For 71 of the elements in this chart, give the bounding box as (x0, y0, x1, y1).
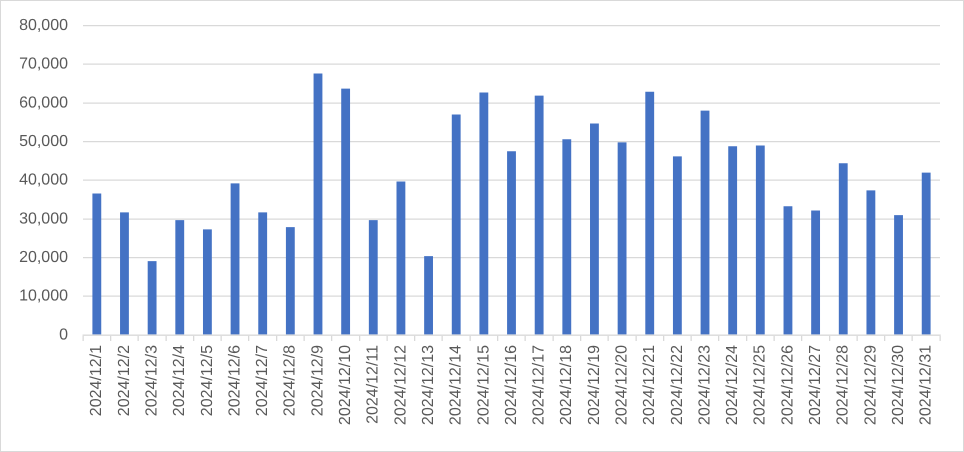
bar (645, 92, 654, 334)
y-tick-label: 70,000 (19, 56, 68, 73)
x-tick-label: 2024/12/21 (641, 344, 658, 426)
y-tick-label: 80,000 (19, 17, 68, 34)
bar (811, 210, 820, 334)
bar (894, 215, 903, 334)
y-tick-label: 10,000 (19, 288, 68, 305)
bar (728, 146, 738, 334)
bar (258, 212, 268, 334)
x-tick-label: 2024/12/16 (502, 344, 520, 426)
bar (148, 261, 157, 334)
x-tick-label: 2024/12/19 (586, 344, 603, 426)
y-tick-label: 20,000 (19, 249, 68, 266)
bar (92, 193, 102, 334)
x-tick-label: 2024/12/3 (144, 344, 161, 416)
x-tick-label: 2024/12/31 (918, 344, 935, 426)
bar (756, 145, 765, 334)
bar (838, 163, 848, 334)
x-tick-label: 2024/12/26 (779, 344, 796, 426)
x-tick-label: 2024/12/15 (475, 344, 492, 426)
bar (784, 206, 792, 334)
bar (120, 212, 129, 334)
x-tick-label: 2024/12/30 (890, 344, 907, 426)
y-tick-label: 50,000 (19, 133, 68, 150)
x-tick-label: 2024/12/9 (309, 344, 326, 416)
x-tick-label: 2024/12/17 (530, 344, 548, 426)
x-tick-label: 2024/12/1 (88, 344, 106, 416)
x-tick-label: 2024/12/13 (420, 344, 437, 426)
bar (341, 88, 350, 334)
y-tick-label: 30,000 (19, 210, 68, 228)
y-tick-label: 60,000 (19, 94, 68, 112)
x-tick-label: 2024/12/5 (198, 344, 216, 416)
bar (507, 151, 516, 334)
x-tick-label: 2024/12/6 (226, 344, 244, 416)
x-tick-label: 2024/12/24 (724, 344, 742, 426)
bar (562, 139, 572, 334)
x-tick-label: 2024/12/22 (668, 344, 686, 426)
bar (314, 74, 322, 334)
bar (452, 114, 461, 334)
x-tick-label: 2024/12/10 (337, 344, 354, 426)
x-tick-label: 2024/12/14 (448, 344, 465, 426)
bar (534, 96, 544, 334)
x-tick-label: 2024/12/29 (862, 344, 880, 426)
x-tick-label: 2024/12/2 (116, 344, 133, 416)
bar (479, 92, 488, 334)
bar (672, 156, 682, 334)
x-tick-label: 2024/12/25 (752, 344, 769, 426)
y-tick-label: 0 (59, 326, 68, 344)
x-tick-label: 2024/12/18 (558, 344, 576, 426)
y-tick-label: 40,000 (19, 172, 68, 189)
x-tick-label: 2024/12/7 (254, 344, 272, 416)
bar (230, 183, 240, 334)
bar (618, 142, 627, 334)
bar (700, 110, 710, 334)
x-tick-label: 2024/12/28 (834, 344, 852, 426)
x-tick-label: 2024/12/4 (171, 344, 188, 416)
x-tick-label: 2024/12/27 (807, 344, 824, 426)
x-tick-label: 2024/12/20 (613, 344, 630, 426)
bar (590, 123, 599, 334)
bar (175, 220, 184, 334)
bar (396, 181, 406, 334)
x-tick-label: 2024/12/8 (282, 344, 299, 416)
bar (368, 220, 378, 334)
x-tick-label: 2024/12/11 (364, 344, 382, 424)
bar (922, 172, 931, 334)
x-tick-label: 2024/12/23 (696, 344, 714, 426)
bar (286, 227, 295, 334)
bar (866, 190, 876, 334)
bar (424, 256, 433, 334)
x-tick-label: 2024/12/12 (392, 344, 410, 426)
bar (202, 229, 212, 334)
